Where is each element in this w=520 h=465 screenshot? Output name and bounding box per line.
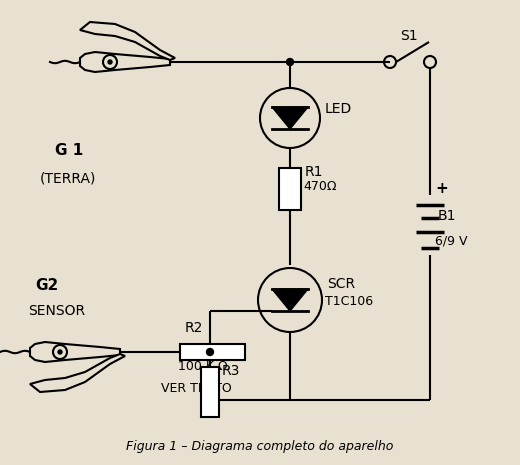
Text: R1: R1: [305, 165, 323, 179]
Bar: [279, 168, 301, 210]
Text: SENSOR: SENSOR: [28, 304, 85, 318]
Circle shape: [58, 350, 62, 354]
Bar: [180, 344, 245, 360]
Circle shape: [53, 345, 67, 359]
Circle shape: [103, 55, 117, 69]
Text: VER TEXTO: VER TEXTO: [161, 382, 232, 395]
Text: R3: R3: [222, 364, 240, 378]
Polygon shape: [80, 22, 175, 60]
Text: 6/9 V: 6/9 V: [435, 234, 467, 247]
Circle shape: [108, 60, 112, 64]
Text: T1C106: T1C106: [325, 295, 373, 308]
Text: 470Ω: 470Ω: [303, 180, 336, 193]
Polygon shape: [30, 342, 120, 362]
Text: 100 K.Ω: 100 K.Ω: [178, 360, 228, 373]
Circle shape: [206, 348, 214, 356]
Text: B1: B1: [438, 209, 457, 223]
Text: +: +: [435, 181, 448, 196]
Text: Figura 1 – Diagrama completo do aparelho: Figura 1 – Diagrama completo do aparelho: [126, 440, 394, 453]
Text: R2: R2: [185, 321, 203, 335]
Polygon shape: [272, 289, 308, 311]
Text: (TERRA): (TERRA): [40, 171, 96, 185]
Text: LED: LED: [325, 102, 352, 116]
Polygon shape: [80, 52, 170, 72]
Text: G 1: G 1: [55, 143, 83, 158]
Polygon shape: [30, 354, 125, 392]
Text: SCR: SCR: [327, 277, 355, 291]
Bar: [201, 367, 219, 417]
Polygon shape: [272, 107, 308, 129]
Circle shape: [287, 59, 293, 66]
Text: S1: S1: [400, 29, 418, 43]
Text: G2: G2: [35, 278, 58, 293]
